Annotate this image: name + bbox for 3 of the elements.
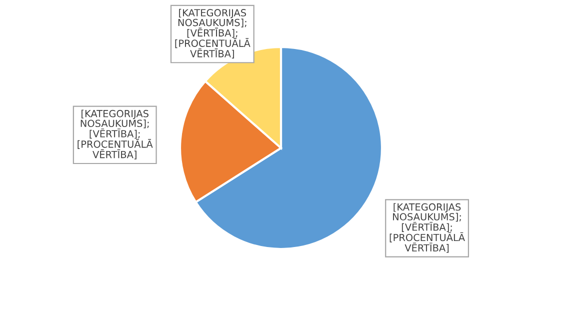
data-label: [KATEGORIJAS NOSAUKUMS]; [VĒRTĪBA]; [PROCENTUĀLĀ VĒRTĪBA] [78, 110, 153, 160]
data-label: [KATEGORIJAS NOSAUKUMS]; [VĒRTĪBA]; [PROCENTUĀLĀ VĒRTĪBA] [175, 8, 250, 58]
data-label: [KATEGORIJAS NOSAUKUMS]; [VĒRTĪBA]; [PROCENTUĀLĀ VĒRTĪBA] [390, 203, 465, 253]
